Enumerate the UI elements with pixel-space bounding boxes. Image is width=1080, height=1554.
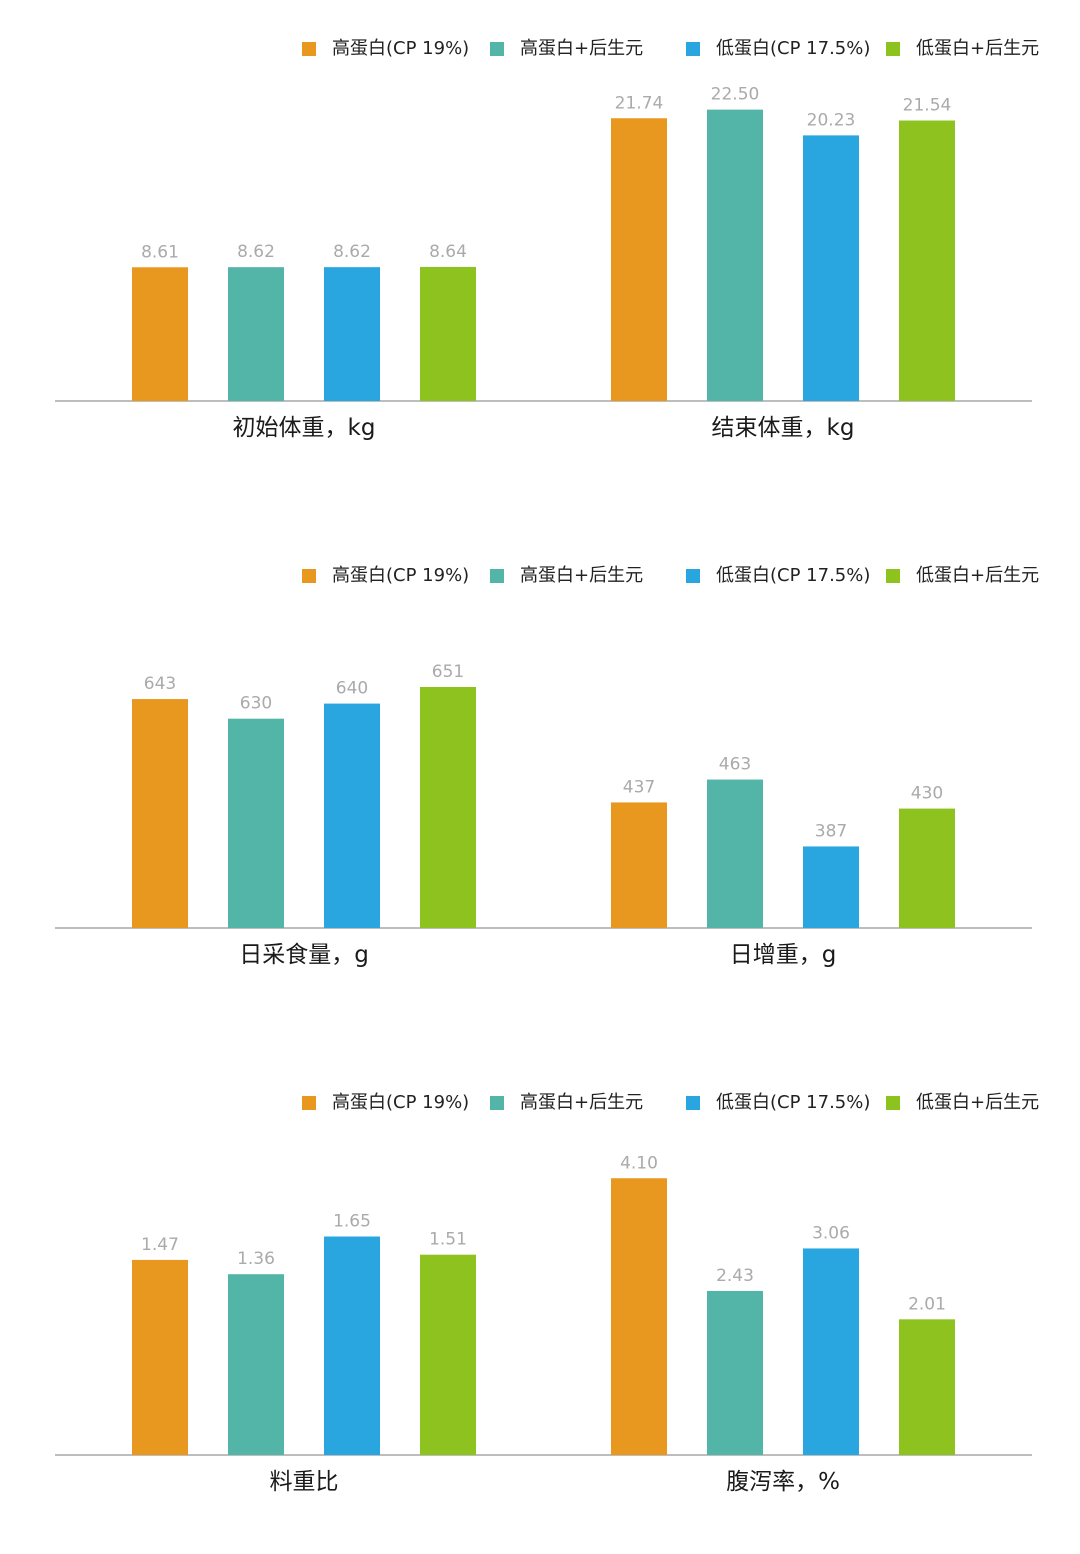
data-label: 21.54 (903, 96, 952, 116)
bar-2-3 (803, 135, 859, 401)
bar-1-3 (324, 703, 380, 928)
data-label: 2.01 (908, 1294, 946, 1314)
legend-label: 低蛋白(CP 17.5%) (716, 1092, 871, 1113)
data-label: 22.50 (711, 85, 760, 105)
bar-1-1 (132, 699, 188, 928)
legend-label: 低蛋白(CP 17.5%) (716, 565, 871, 586)
data-label: 8.61 (141, 242, 179, 262)
legend-swatch (886, 1096, 900, 1110)
data-label: 4.10 (620, 1153, 658, 1173)
legend-label: 低蛋白(CP 17.5%) (716, 38, 871, 59)
data-label: 1.36 (237, 1249, 275, 1269)
legend-swatch (490, 1096, 504, 1110)
data-label: 630 (240, 694, 272, 714)
data-label: 2.43 (716, 1266, 754, 1286)
legend-swatch (302, 1096, 316, 1110)
bar-plot-2: 643 630 640 651 日采食量，g 437 463 387 430 日增重，g (55, 662, 1032, 968)
category-label: 结束体重，kg (712, 415, 855, 441)
legend-swatch (886, 42, 900, 56)
chart-panel-2: 高蛋白(CP 19%) 高蛋白+后生元 低蛋白(CP 17.5%) 低蛋白+后生… (0, 527, 1080, 1027)
legend-label: 高蛋白+后生元 (520, 565, 644, 586)
bar-2-2 (707, 109, 763, 401)
legend-swatch (886, 569, 900, 583)
legend-label: 低蛋白+后生元 (916, 1092, 1040, 1113)
bar-1-2 (228, 267, 284, 401)
bar-2-1 (611, 118, 667, 401)
data-label: 20.23 (807, 110, 856, 130)
chart-panel-3: 高蛋白(CP 19%) 高蛋白+后生元 低蛋白(CP 17.5%) 低蛋白+后生… (0, 1054, 1080, 1554)
legend-label: 高蛋白+后生元 (520, 1092, 644, 1113)
bar-plot-3: 1.47 1.36 1.65 1.51 料重比 4.10 2.43 3.06 2.01 腹泻率，% (55, 1153, 1032, 1495)
data-label: 643 (144, 674, 176, 694)
bar-2-4 (899, 120, 955, 402)
data-label: 640 (336, 679, 368, 699)
category-label: 腹泻率，% (726, 1469, 840, 1495)
bar-2-1 (611, 802, 667, 928)
legend-label: 高蛋白+后生元 (520, 38, 644, 59)
data-label: 3.06 (812, 1223, 850, 1243)
legend-label: 高蛋白(CP 19%) (332, 565, 470, 586)
bar-1-1 (132, 267, 188, 401)
legend-label: 高蛋白(CP 19%) (332, 38, 470, 59)
bar-2-1 (611, 1178, 667, 1455)
data-label: 8.62 (333, 242, 371, 262)
legend-label: 低蛋白+后生元 (916, 565, 1040, 586)
category-label: 日采食量，g (239, 942, 369, 968)
legend-swatch (686, 42, 700, 56)
legend-swatch (490, 42, 504, 56)
legend-swatch (302, 569, 316, 583)
bar-1-4 (420, 266, 476, 401)
data-label: 651 (432, 662, 464, 682)
legend-swatch (686, 1096, 700, 1110)
legend-swatch (302, 42, 316, 56)
data-label: 8.62 (237, 242, 275, 262)
category-label: 料重比 (270, 1469, 339, 1495)
legend-swatch (490, 569, 504, 583)
bar-1-2 (228, 1274, 284, 1455)
bar-2-4 (899, 808, 955, 928)
bar-2-2 (707, 1290, 763, 1455)
data-label: 1.65 (333, 1212, 371, 1232)
bar-1-3 (324, 267, 380, 401)
bar-1-3 (324, 1236, 380, 1455)
bar-2-2 (707, 779, 763, 928)
data-label: 21.74 (615, 93, 664, 113)
data-label: 8.64 (429, 242, 467, 262)
bar-1-2 (228, 718, 284, 928)
chart-panel-1: 高蛋白(CP 19%) 高蛋白+后生元 低蛋白(CP 17.5%) 低蛋白+后生… (0, 0, 1080, 500)
data-label: 430 (911, 784, 943, 804)
bar-1-1 (132, 1259, 188, 1455)
category-label: 日增重，g (730, 942, 837, 968)
data-label: 1.47 (141, 1235, 179, 1255)
bar-1-4 (420, 686, 476, 928)
category-label: 初始体重，kg (233, 415, 376, 441)
data-label: 387 (815, 821, 847, 841)
legend-label: 低蛋白+后生元 (916, 38, 1040, 59)
bar-2-3 (803, 846, 859, 928)
data-label: 1.51 (429, 1230, 467, 1250)
bar-plot-1: 8.61 8.62 8.62 8.64 初始体重，kg 21.74 22.50 20.23 21… (55, 85, 1032, 441)
data-label: 437 (623, 777, 655, 797)
data-label: 463 (719, 755, 751, 775)
legend-swatch (686, 569, 700, 583)
legend-label: 高蛋白(CP 19%) (332, 1092, 470, 1113)
bar-2-4 (899, 1319, 955, 1455)
bar-1-4 (420, 1254, 476, 1455)
bar-2-3 (803, 1248, 859, 1455)
